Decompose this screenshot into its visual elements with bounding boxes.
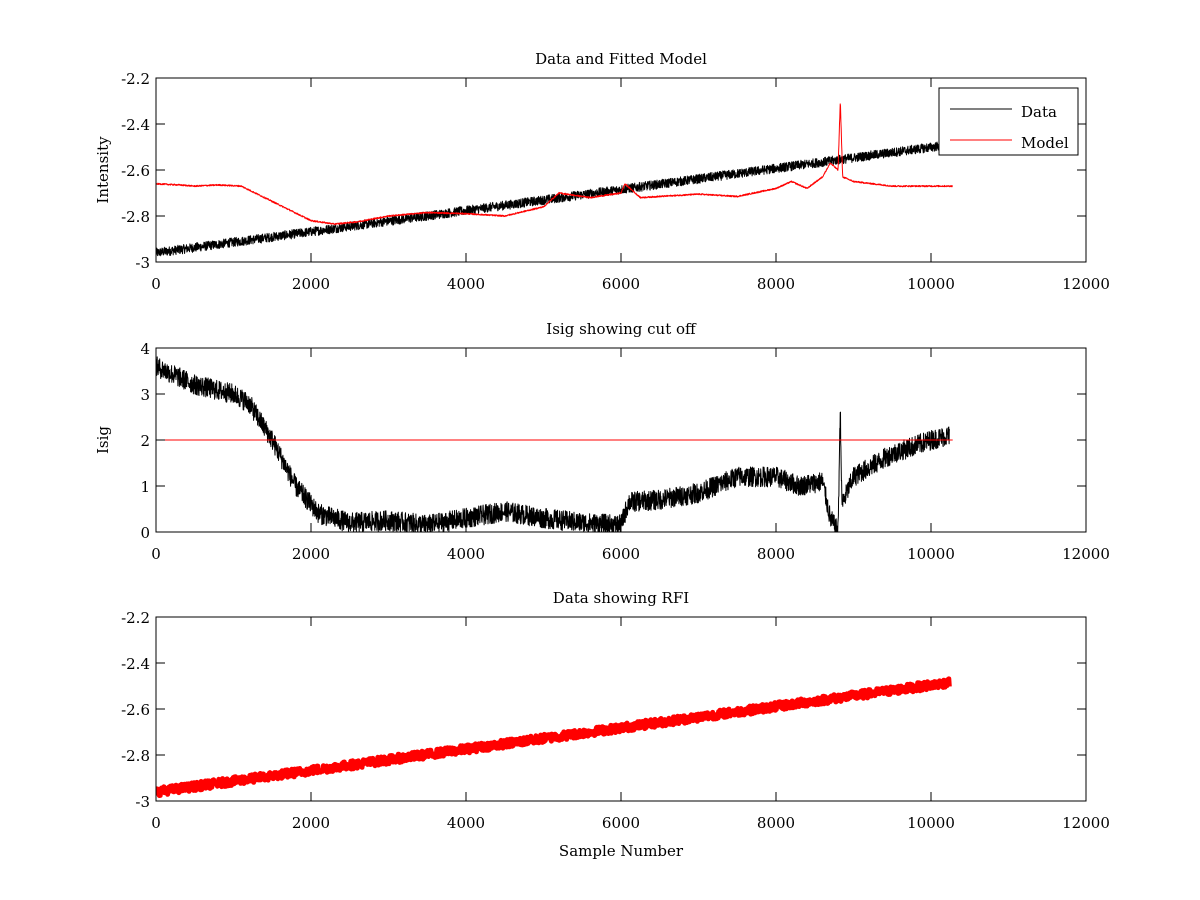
legend-label-model: Model	[1021, 134, 1069, 152]
y-tick-label: 3	[140, 386, 150, 404]
chart-title: Data showing RFI	[553, 589, 689, 607]
x-tick-label: 6000	[602, 814, 640, 832]
x-tick-label: 4000	[447, 545, 485, 563]
x-tick-label: 8000	[757, 814, 795, 832]
x-tick-label: 10000	[907, 545, 955, 563]
subplot-2: 0 2000 4000 6000 8000 10000 12000 0 1 2 3 4 Isig sho…	[94, 320, 1110, 563]
subplot-3: 0 2000 4000 6000 8000 10000 12000 -3 -2.8 -2.6 -2.…	[121, 589, 1110, 860]
y-tick-label: -2.6	[121, 162, 150, 180]
x-tick-label: 4000	[447, 275, 485, 293]
series-rfi-flagged-data	[156, 676, 952, 798]
y-axis-label: Isig	[94, 426, 112, 454]
chart-title: Isig showing cut off	[546, 320, 697, 338]
series-isig	[156, 356, 950, 532]
x-tick-label: 12000	[1062, 275, 1110, 293]
y-tick-label: -2.8	[121, 208, 150, 226]
y-tick-label: -2.8	[121, 747, 150, 765]
legend: Data Model	[938, 87, 1079, 156]
y-tick-label: 0	[140, 524, 150, 542]
x-tick-label: 2000	[292, 545, 330, 563]
y-tick-label: 2	[140, 432, 150, 450]
y-tick-label: 1	[140, 478, 150, 496]
series-model	[156, 103, 953, 226]
y-axis-label: Intensity	[94, 136, 112, 204]
x-axis-label: Sample Number	[559, 842, 684, 860]
y-tick-label: -2.4	[121, 655, 150, 673]
x-tick-label: 8000	[757, 275, 795, 293]
x-tick-label: 6000	[602, 275, 640, 293]
x-tick-label: 12000	[1062, 545, 1110, 563]
x-tick-label: 0	[151, 275, 161, 293]
y-tick-label: -3	[135, 254, 150, 272]
x-tick-label: 2000	[292, 275, 330, 293]
x-tick-label: 10000	[907, 814, 955, 832]
x-tick-label: 2000	[292, 814, 330, 832]
y-tick-label: -3	[135, 793, 150, 811]
y-tick-label: -2.4	[121, 116, 150, 134]
x-tick-label: 0	[151, 814, 161, 832]
legend-box	[938, 87, 1079, 156]
x-tick-label: 6000	[602, 545, 640, 563]
y-tick-label: 4	[140, 340, 150, 358]
y-tick-label: -2.2	[121, 609, 150, 627]
x-tick-label: 4000	[447, 814, 485, 832]
x-tick-label: 8000	[757, 545, 795, 563]
chart-title: Data and Fitted Model	[535, 50, 707, 68]
series-data	[156, 140, 950, 257]
x-tick-label: 0	[151, 545, 161, 563]
subplot-1: 0 2000 4000 6000 8000 10000 12000 -3 -2.8 -2.6 -2.…	[94, 50, 1110, 293]
x-tick-label: 12000	[1062, 814, 1110, 832]
y-tick-label: -2.6	[121, 701, 150, 719]
legend-label-data: Data	[1021, 103, 1057, 121]
y-tick-label: -2.2	[121, 70, 150, 88]
x-tick-label: 10000	[907, 275, 955, 293]
